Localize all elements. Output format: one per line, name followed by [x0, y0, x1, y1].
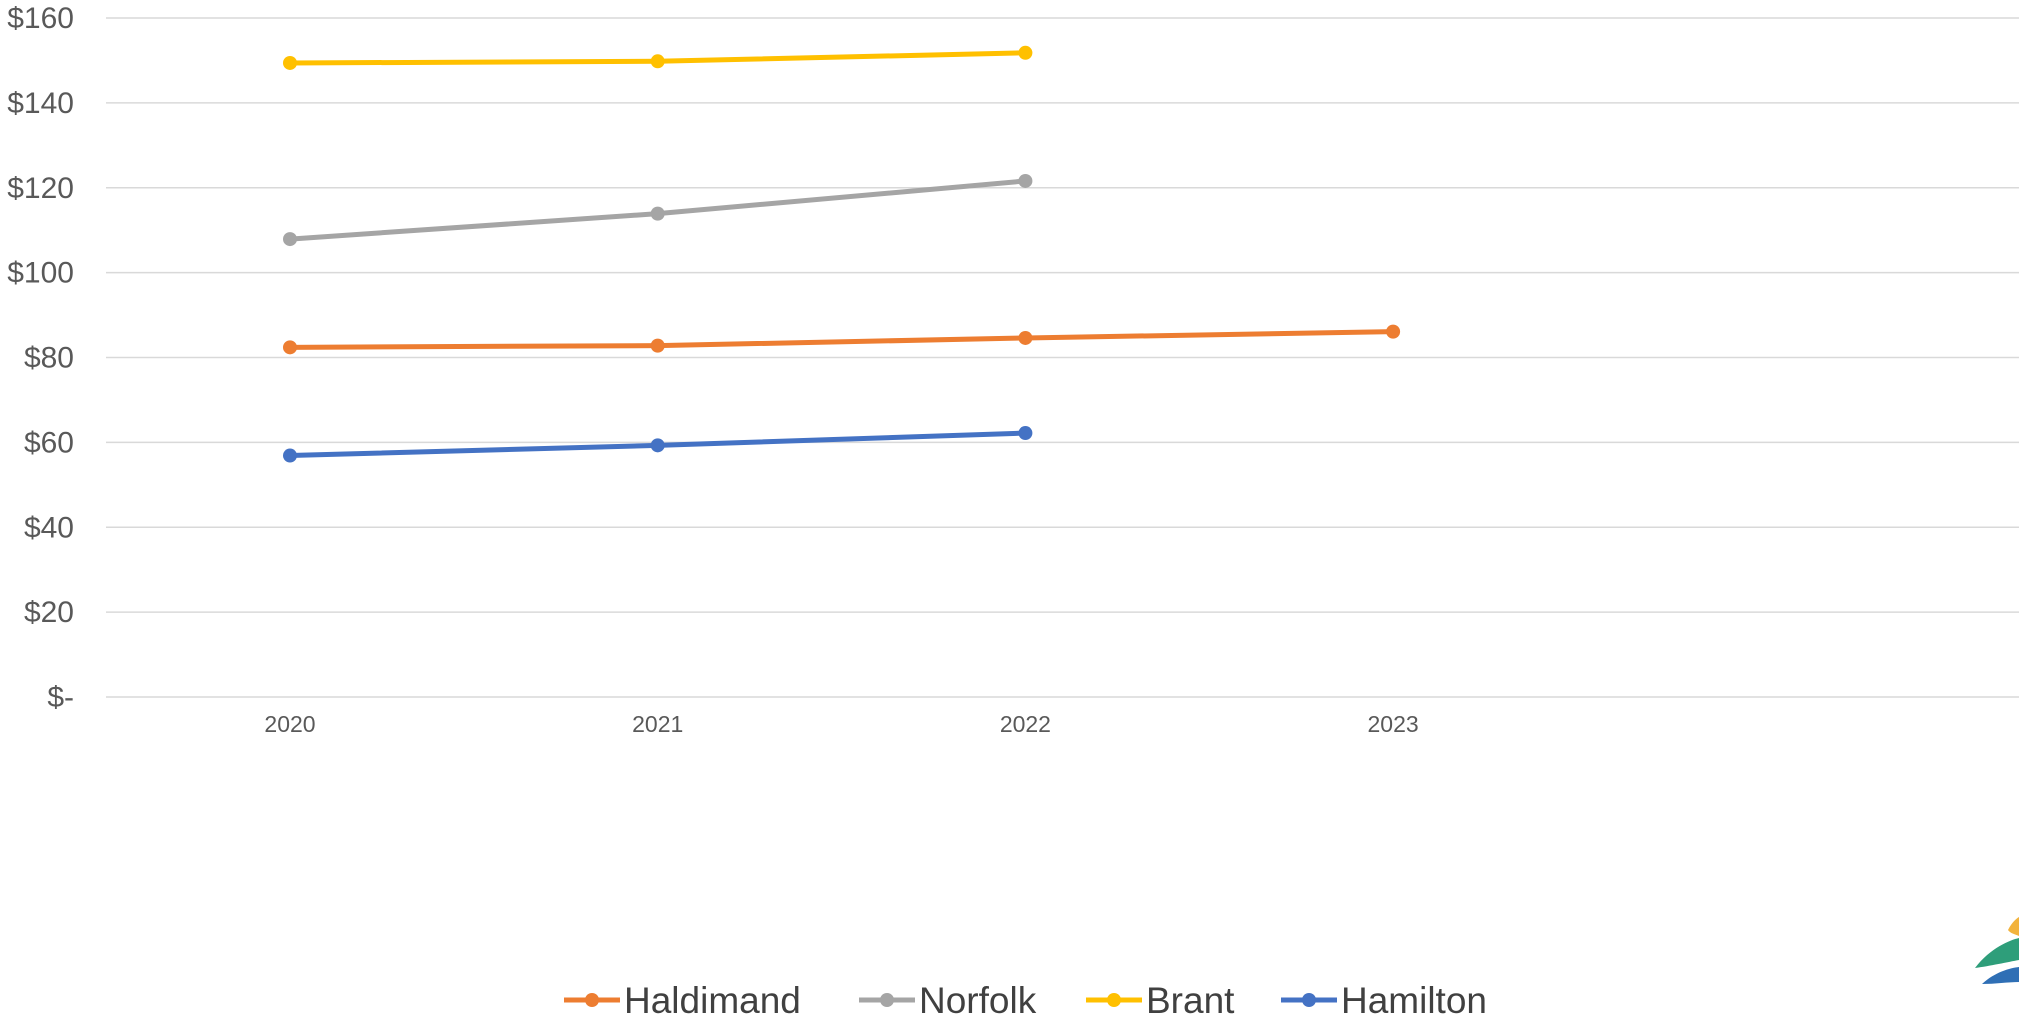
x-tick-label: 2023: [1368, 711, 1419, 737]
y-tick-label: $100: [7, 257, 74, 290]
y-tick-label: $60: [24, 426, 74, 459]
y-tick-label: $20: [24, 596, 74, 629]
legend-swatch-marker: [880, 993, 894, 1007]
data-point-brant: [650, 54, 665, 69]
data-point-haldimand: [1018, 330, 1033, 345]
legend-label-hamilton: Hamilton: [1341, 980, 1487, 1018]
y-tick-label: $-: [47, 681, 74, 714]
x-tick-label: 2022: [1000, 711, 1051, 737]
data-point-hamilton: [650, 438, 665, 453]
legend-swatch-marker: [1302, 993, 1316, 1007]
y-tick-label: $120: [7, 172, 74, 205]
data-point-norfolk: [1018, 173, 1033, 188]
series-line-haldimand: [287, 329, 1396, 350]
data-point-hamilton: [1018, 426, 1033, 441]
data-point-brant: [283, 55, 297, 70]
legend-label-brant: Brant: [1146, 980, 1235, 1018]
y-tick-label: $160: [7, 2, 74, 35]
legend-label-haldimand: Haldimand: [624, 980, 801, 1018]
x-tick-label: 2021: [632, 711, 683, 737]
y-tick-label: $40: [24, 511, 74, 544]
y-axis-tick-labels: $160 $140 $120 $100 $80 $60 $40 $20 $-: [7, 2, 74, 714]
data-point-norfolk: [650, 206, 665, 221]
y-tick-label: $80: [24, 342, 74, 375]
legend-swatch-marker: [1107, 993, 1121, 1007]
logo-wave-green: [1975, 938, 2019, 968]
data-point-haldimand: [1386, 324, 1401, 339]
x-axis-tick-labels: 2020 2021 2022 2023: [264, 711, 1418, 737]
gridlines: [106, 17, 2019, 698]
y-tick-label: $140: [7, 87, 74, 120]
logo-wave-blue: [1982, 967, 2019, 984]
legend-swatch-marker: [585, 993, 599, 1007]
data-point-norfolk: [283, 232, 297, 247]
legend: Haldimand Norfolk Brant Hamilton: [564, 980, 1487, 1018]
data-point-haldimand: [283, 340, 297, 355]
logo-icon: [1975, 917, 2019, 984]
data-point-haldimand: [650, 338, 665, 353]
x-tick-label: 2020: [264, 711, 315, 737]
series-lines: [287, 50, 1396, 459]
logo-leaf-orange: [2008, 917, 2019, 936]
legend-label-norfolk: Norfolk: [919, 980, 1037, 1018]
series-points: [283, 45, 1401, 463]
data-point-brant: [1018, 45, 1033, 60]
data-point-hamilton: [283, 448, 297, 463]
